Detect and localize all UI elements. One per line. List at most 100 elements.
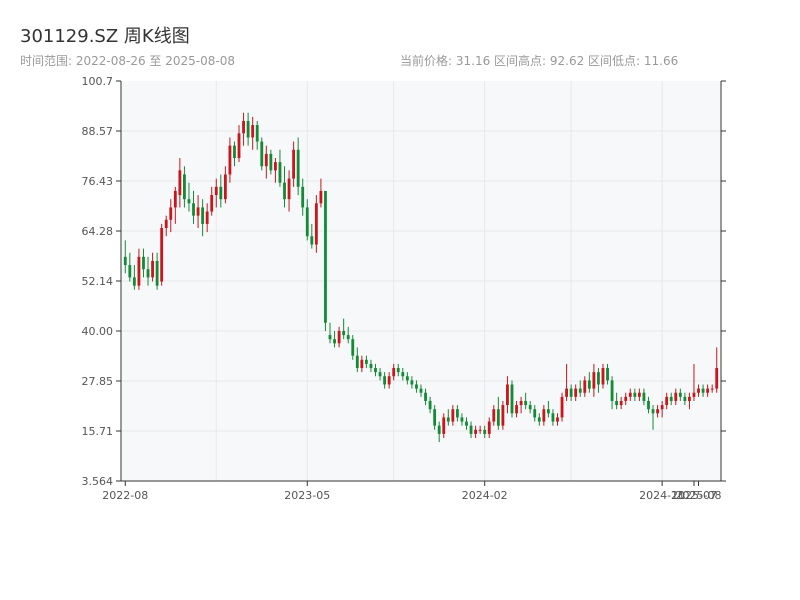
- candle-body: [164, 219, 168, 229]
- candle: [219, 174, 223, 208]
- x-tick-label: 2025-07: [671, 489, 717, 502]
- candle-body: [296, 149, 300, 187]
- candle-body: [351, 339, 355, 356]
- candle-body: [251, 125, 255, 138]
- candle: [264, 145, 268, 179]
- candle: [628, 388, 632, 401]
- candle: [451, 405, 455, 426]
- candle-body: [506, 384, 509, 406]
- y-tick-label: 64.28: [82, 225, 114, 238]
- candle: [328, 322, 332, 344]
- candle-body: [651, 409, 655, 414]
- candle-body: [142, 256, 145, 270]
- candle-body: [264, 153, 268, 167]
- candle: [651, 405, 655, 430]
- candle-body: [551, 413, 555, 422]
- candle-body: [501, 405, 505, 426]
- candle: [637, 388, 641, 401]
- candle: [246, 112, 250, 146]
- candle-body: [132, 277, 136, 286]
- candle: [510, 380, 514, 418]
- candle: [301, 178, 305, 216]
- candle-body: [333, 339, 336, 344]
- candle: [492, 405, 496, 426]
- candle-body: [715, 368, 719, 389]
- candle-body: [565, 388, 568, 397]
- candle: [164, 215, 168, 237]
- candle: [483, 425, 487, 439]
- candle: [697, 384, 700, 397]
- candle: [524, 392, 528, 410]
- candle: [142, 248, 145, 278]
- candle-body: [706, 388, 710, 393]
- candle: [355, 347, 359, 373]
- candle: [569, 384, 573, 401]
- candle: [169, 199, 173, 233]
- candle: [255, 120, 259, 150]
- candle: [624, 392, 628, 406]
- candle-body: [574, 388, 578, 397]
- candle-body: [401, 372, 405, 377]
- candle: [387, 372, 391, 389]
- candle: [155, 252, 159, 290]
- candle-body: [583, 380, 587, 393]
- candle-body: [519, 400, 523, 406]
- candle-body: [314, 203, 318, 245]
- candle: [574, 384, 578, 401]
- y-tick-label: 40.00: [82, 325, 114, 338]
- candle-body: [642, 392, 646, 401]
- candle: [556, 413, 559, 426]
- candle-body: [260, 141, 264, 167]
- candle-body: [123, 256, 127, 266]
- candle: [383, 372, 387, 389]
- candle-body: [451, 409, 455, 422]
- y-tick-label: 3.564: [82, 475, 114, 488]
- candle-body: [228, 145, 232, 175]
- candle: [701, 384, 705, 397]
- candle-body: [187, 199, 191, 204]
- candle-body: [178, 170, 182, 196]
- candle-body: [597, 372, 600, 385]
- candle-body: [692, 392, 696, 397]
- candle: [688, 392, 691, 410]
- candle: [274, 158, 277, 183]
- candle: [278, 149, 282, 187]
- candle: [710, 384, 714, 393]
- candle: [542, 405, 546, 426]
- candle: [405, 372, 409, 385]
- candle-body: [374, 368, 377, 373]
- x-tick-label: 2022-08: [102, 489, 148, 502]
- candle-body: [269, 153, 273, 171]
- candle-body: [624, 396, 628, 401]
- candle: [324, 190, 327, 331]
- candle: [578, 380, 582, 397]
- candle-body: [683, 396, 687, 401]
- candle-body: [237, 133, 241, 159]
- candle: [269, 149, 273, 175]
- candle-body: [528, 405, 532, 410]
- candle-body: [210, 195, 214, 212]
- candle: [342, 318, 346, 340]
- candle-body: [647, 400, 650, 410]
- candle-body: [656, 409, 659, 414]
- candle: [446, 409, 450, 426]
- candle-body: [396, 368, 400, 373]
- candle-body: [360, 359, 364, 369]
- candle: [210, 186, 214, 216]
- candle-body: [478, 429, 482, 431]
- candle: [506, 376, 509, 414]
- candle: [455, 405, 459, 422]
- candle-body: [701, 388, 705, 393]
- candle-body: [437, 425, 441, 434]
- candle-body: [587, 380, 591, 389]
- candle: [515, 400, 518, 418]
- candle: [314, 195, 318, 253]
- candle-body: [560, 396, 564, 418]
- candle: [428, 396, 432, 414]
- x-tick-label: 2025-08: [676, 489, 722, 502]
- candle-body: [274, 162, 277, 171]
- candle: [528, 400, 532, 414]
- candle: [587, 372, 591, 393]
- candle-body: [424, 392, 427, 401]
